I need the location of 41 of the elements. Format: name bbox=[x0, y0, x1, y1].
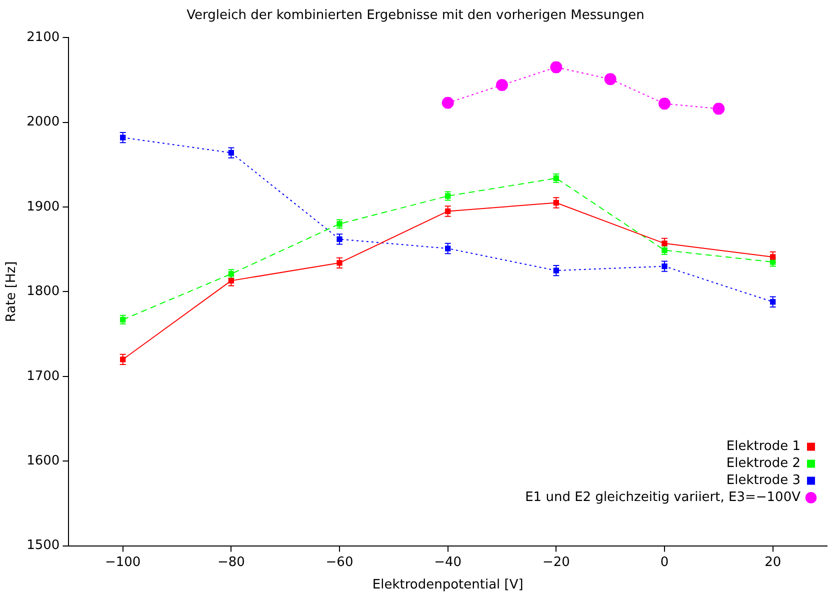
x-tick-label: −60 bbox=[326, 554, 354, 570]
point bbox=[336, 236, 342, 242]
point bbox=[120, 356, 126, 362]
point bbox=[712, 102, 725, 115]
x-tick-label: −40 bbox=[434, 554, 462, 570]
point bbox=[553, 200, 559, 206]
y-tick-label: 1800 bbox=[26, 284, 60, 300]
chart-title: Vergleich der kombinierten Ergebnisse mit den vorherigen Messungen bbox=[186, 8, 644, 24]
legend-label: Elektrode 1 bbox=[726, 439, 800, 454]
point bbox=[662, 263, 668, 270]
x-tick-label: 20 bbox=[764, 554, 782, 570]
point bbox=[662, 240, 668, 246]
point bbox=[496, 79, 508, 92]
point bbox=[445, 208, 451, 214]
point bbox=[442, 96, 454, 109]
point bbox=[770, 254, 776, 260]
point bbox=[228, 150, 234, 156]
y-tick-label: 2000 bbox=[26, 114, 60, 130]
legend-label: Elektrode 3 bbox=[726, 473, 800, 488]
x-tick-label: −20 bbox=[542, 554, 570, 570]
y-tick-label: 2100 bbox=[26, 30, 60, 45]
point bbox=[770, 299, 776, 305]
point bbox=[228, 278, 234, 284]
x-tick-label: 0 bbox=[660, 554, 669, 570]
point bbox=[120, 134, 126, 140]
point bbox=[550, 61, 562, 74]
point bbox=[336, 260, 342, 266]
y-tick-label: 1900 bbox=[26, 199, 60, 214]
y-tick-label: 1700 bbox=[26, 368, 60, 384]
x-tick-label: −80 bbox=[217, 554, 245, 570]
point bbox=[604, 73, 616, 86]
point bbox=[445, 246, 451, 252]
y-tick-label: 1600 bbox=[26, 453, 60, 468]
point bbox=[658, 98, 671, 110]
point bbox=[553, 268, 559, 274]
legend-label: Elektrode 2 bbox=[726, 456, 800, 472]
legend-label: E1 und E2 gleichzeitig variiert, E3=−100V bbox=[525, 490, 801, 506]
x-axis-title: Elektrodenpotential [V] bbox=[372, 578, 524, 593]
y-tick-label: 1500 bbox=[26, 538, 60, 554]
y-axis-title: Rate [Hz] bbox=[4, 261, 20, 322]
x-tick-label: −100 bbox=[104, 554, 141, 570]
